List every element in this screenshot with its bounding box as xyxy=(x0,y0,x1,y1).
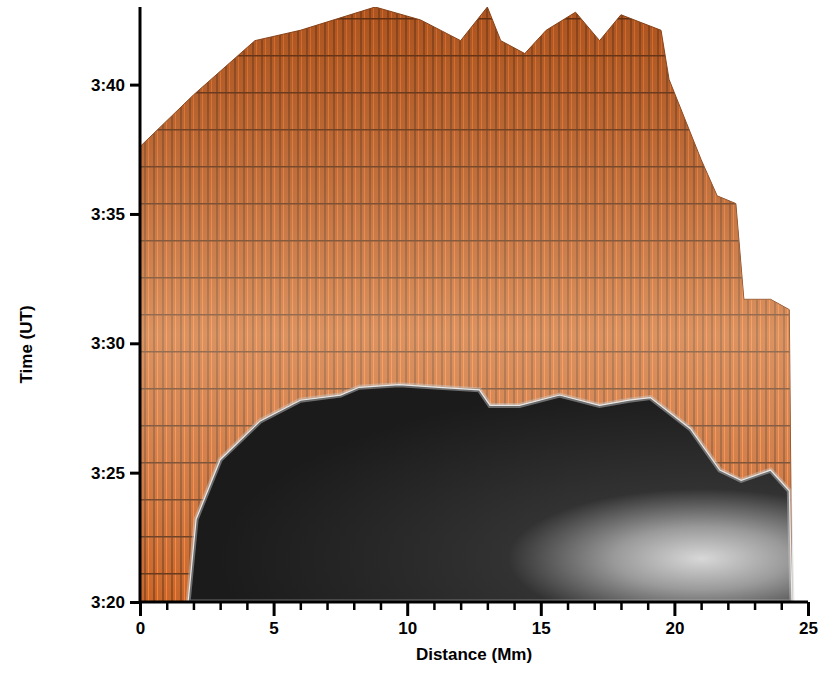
x-axis-title: Distance (Mm) xyxy=(416,645,532,664)
tick-label: 10 xyxy=(398,619,417,638)
tick-line xyxy=(540,602,543,616)
tick-line xyxy=(273,602,276,616)
surface-area xyxy=(188,385,792,602)
tick-label: 25 xyxy=(799,619,818,638)
tick: 3:20 xyxy=(91,593,140,612)
y-axis: 3:20 3:25 3:30 3:35 3:40 xyxy=(91,7,140,612)
axis-line xyxy=(139,7,142,602)
tick: 3:35 xyxy=(91,205,140,224)
tick-line xyxy=(139,602,142,616)
axis-line xyxy=(140,601,808,604)
tick: 3:40 xyxy=(91,76,140,95)
tick: 15 xyxy=(532,602,551,638)
x-axis: 0 5 10 15 20 25 xyxy=(136,602,818,638)
tick: 25 xyxy=(799,602,818,638)
surface-area xyxy=(140,7,792,602)
tick-label: 3:25 xyxy=(91,464,125,483)
tick-label: 3:30 xyxy=(91,334,125,353)
tick-label: 15 xyxy=(532,619,551,638)
tick: 0 xyxy=(136,602,145,638)
tick-line xyxy=(673,602,676,616)
tick-line xyxy=(130,213,140,216)
chart: 0 5 10 15 20 25 3:20 3:25 3:30 3:35 3:40 Distance (… xyxy=(0,0,840,691)
tick: 3:25 xyxy=(91,464,140,483)
tick-line xyxy=(406,602,409,616)
tick-line xyxy=(807,602,810,616)
y-axis-title: Time (UT) xyxy=(17,305,36,383)
tick-label: 0 xyxy=(136,619,145,638)
tick-label: 3:20 xyxy=(91,593,125,612)
tick: 3:30 xyxy=(91,334,140,353)
tick-line xyxy=(130,342,140,345)
tick-line xyxy=(130,472,140,475)
plot-area xyxy=(140,7,792,602)
tick-line xyxy=(130,84,140,87)
tick: 10 xyxy=(398,602,417,638)
tick: 5 xyxy=(269,602,278,638)
tick-label: 20 xyxy=(665,619,684,638)
tick-line xyxy=(130,601,140,604)
tick-label: 5 xyxy=(269,619,278,638)
boundary-line xyxy=(188,385,792,602)
tick: 20 xyxy=(665,602,684,638)
tick-label: 3:40 xyxy=(91,76,125,95)
surface-shade xyxy=(140,7,792,602)
tick-label: 3:35 xyxy=(91,205,125,224)
